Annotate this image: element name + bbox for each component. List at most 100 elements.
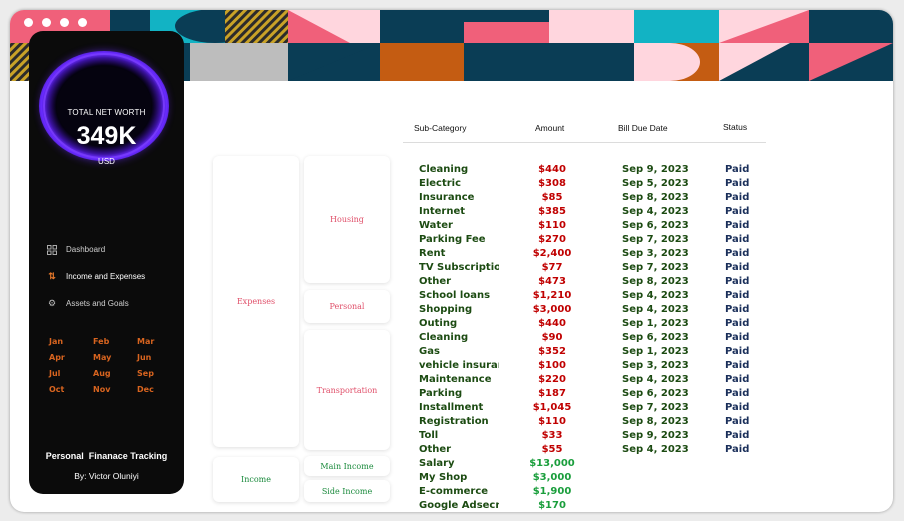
window-dot	[42, 18, 51, 27]
slicer-side-income[interactable]: Side Income	[304, 480, 390, 502]
table-row: E-commerce $1,900	[403, 484, 783, 498]
cell-sub-category: Other	[419, 275, 452, 287]
table-row: Other $55 Sep 4, 2023 Paid	[403, 442, 783, 456]
cell-sub-category: Salary	[419, 457, 455, 469]
cell-status: Paid	[725, 163, 750, 175]
cell-due-date: Sep 5, 2023	[622, 177, 689, 189]
cell-amount: $110	[538, 219, 566, 231]
month-mar[interactable]: Mar	[137, 337, 155, 346]
table-row: Cleaning $440 Sep 9, 2023 Paid	[403, 162, 783, 176]
cell-amount: $2,400	[532, 247, 572, 259]
cell-sub-category: vehicle insurance	[419, 359, 499, 371]
nav-item-assets-goals[interactable]: ⚙ Assets and Goals	[47, 290, 145, 317]
cell-sub-category: Parking	[419, 387, 463, 399]
table-row: Parking $187 Sep 6, 2023 Paid	[403, 386, 783, 400]
cell-sub-category: TV Subscription	[419, 261, 499, 273]
table-row: Internet $385 Sep 4, 2023 Paid	[403, 204, 783, 218]
cell-amount: $270	[538, 233, 566, 245]
cell-status: Paid	[725, 317, 750, 329]
slicer-main-income[interactable]: Main Income	[304, 456, 390, 476]
cell-sub-category: Cleaning	[419, 163, 469, 175]
cell-sub-category: Registration	[419, 415, 489, 427]
nav-label: Assets and Goals	[66, 299, 129, 308]
sidebar-nav: Dashboard ⇅ Income and Expenses ⚙ Assets…	[47, 236, 145, 317]
cell-sub-category: Internet	[419, 205, 466, 217]
month-oct[interactable]: Oct	[49, 385, 65, 394]
month-nov[interactable]: Nov	[93, 385, 111, 394]
cell-sub-category: Toll	[419, 429, 439, 441]
month-dec[interactable]: Dec	[137, 385, 154, 394]
table-row: My Shop $3,000	[403, 470, 783, 484]
cell-sub-category: Shopping	[419, 303, 473, 315]
cell-due-date: Sep 8, 2023	[622, 275, 689, 287]
nav-label: Dashboard	[66, 245, 106, 254]
table-row: Parking Fee $270 Sep 7, 2023 Paid	[403, 232, 783, 246]
month-may[interactable]: May	[93, 353, 112, 362]
cell-amount: $385	[538, 205, 566, 217]
cell-amount: $308	[538, 177, 566, 189]
cell-sub-category: Parking Fee	[419, 233, 486, 245]
month-jul[interactable]: Jul	[49, 369, 61, 378]
cell-amount: $3,000	[532, 303, 572, 315]
cell-status: Paid	[725, 289, 750, 301]
cell-sub-category: Insurance	[419, 191, 475, 203]
transactions-table: Cleaning $440 Sep 9, 2023 Paid Electric $308 S…	[403, 162, 783, 512]
nav-item-dashboard[interactable]: Dashboard	[47, 236, 145, 263]
table-row: Maintenance $220 Sep 4, 2023 Paid	[403, 372, 783, 386]
month-aug[interactable]: Aug	[93, 369, 111, 378]
cell-sub-category: Installment	[419, 401, 484, 413]
net-worth-ring	[43, 53, 165, 159]
table-row: Google Adsecne $170	[403, 498, 783, 512]
cell-amount: $1,900	[532, 485, 572, 497]
cell-due-date: Sep 7, 2023	[622, 401, 689, 413]
cell-due-date: Sep 7, 2023	[622, 233, 689, 245]
month-sep[interactable]: Sep	[137, 369, 154, 378]
table-row: Gas $352 Sep 1, 2023 Paid	[403, 344, 783, 358]
cell-due-date: Sep 3, 2023	[622, 359, 689, 371]
slicer-expenses[interactable]: Expenses	[213, 156, 299, 447]
cell-sub-category: Cleaning	[419, 331, 469, 343]
table-row: vehicle insurance $100 Sep 3, 2023 Paid	[403, 358, 783, 372]
month-jan[interactable]: Jan	[49, 337, 64, 346]
cell-sub-category: Electric	[419, 177, 462, 189]
table-row: Shopping $3,000 Sep 4, 2023 Paid	[403, 302, 783, 316]
cell-due-date: Sep 4, 2023	[622, 303, 689, 315]
cell-due-date: Sep 8, 2023	[622, 191, 689, 203]
month-feb[interactable]: Feb	[93, 337, 110, 346]
cell-sub-category: Outing	[419, 317, 458, 329]
cell-status: Paid	[725, 247, 750, 259]
nav-item-income-expenses[interactable]: ⇅ Income and Expenses	[47, 263, 145, 290]
month-apr[interactable]: Apr	[49, 353, 65, 362]
slicer-transportation[interactable]: Transportation	[304, 330, 390, 450]
table-row: Cleaning $90 Sep 6, 2023 Paid	[403, 330, 783, 344]
cell-status: Paid	[725, 415, 750, 427]
cell-amount: $220	[538, 373, 566, 385]
cell-due-date: Sep 4, 2023	[622, 289, 689, 301]
cell-sub-category: Maintenance	[419, 373, 492, 385]
net-worth-unit: USD	[98, 157, 115, 166]
cell-status: Paid	[725, 205, 750, 217]
grid-icon	[47, 244, 57, 255]
month-jun[interactable]: Jun	[137, 353, 152, 362]
cell-sub-category: Gas	[419, 345, 440, 357]
cell-amount: $55	[541, 443, 563, 455]
cell-due-date: Sep 9, 2023	[622, 163, 689, 175]
cell-status: Paid	[725, 331, 750, 343]
header-status: Status	[723, 122, 748, 132]
cell-amount: $440	[538, 317, 566, 329]
cell-due-date: Sep 4, 2023	[622, 443, 689, 455]
cell-sub-category: E-commerce	[419, 485, 489, 497]
slicer-housing[interactable]: Housing	[304, 156, 390, 283]
cell-status: Paid	[725, 177, 750, 189]
sidebar: TOTAL NET WORTH 349K USD Dashboard ⇅ Inc…	[29, 31, 184, 494]
window-dots	[24, 18, 87, 27]
nav-label: Income and Expenses	[66, 272, 146, 281]
cell-status: Paid	[725, 429, 750, 441]
slicer-personal[interactable]: Personal	[304, 290, 390, 323]
dashboard-frame: TOTAL NET WORTH 349K USD Dashboard ⇅ Inc…	[10, 10, 893, 512]
slicer-income[interactable]: Income	[213, 457, 299, 502]
cell-due-date: Sep 4, 2023	[622, 373, 689, 385]
cell-sub-category: Rent	[419, 247, 446, 259]
cell-amount: $110	[538, 415, 566, 427]
month-selector: Jan Feb Mar Apr May Jun Jul Aug Sep Oct …	[49, 337, 181, 394]
